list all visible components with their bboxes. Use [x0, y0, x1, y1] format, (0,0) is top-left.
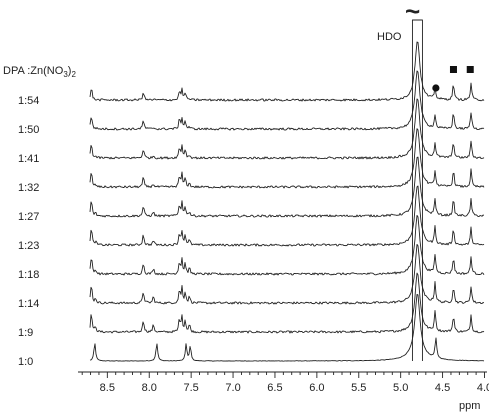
ratio-header-paren: ): [68, 65, 72, 77]
ratio-header-sub2: 2: [71, 70, 76, 79]
sample-label: 1:23: [18, 240, 39, 252]
spectrum-trace-1-41: [89, 98, 485, 160]
x-tick-label: 8.5: [100, 382, 115, 394]
spectrum-trace-1-32: [89, 128, 485, 189]
hdo-label: HDO: [377, 31, 402, 43]
sample-label: 1:18: [18, 269, 39, 281]
sample-labels: 1:0 1:9 1:14 1:18 1:23 1:27 1:32 1:41 1:50 1:54: [18, 95, 39, 368]
spectrum-trace-1-50: [89, 70, 485, 131]
sample-label: 1:0: [18, 356, 33, 368]
ratio-header-sub3: 3: [63, 70, 68, 79]
spectrum-trace-1-14: [89, 243, 485, 305]
x-tick-label: 5.5: [351, 382, 366, 394]
sample-label: 1:27: [18, 211, 39, 223]
x-tick-label: 6.0: [309, 382, 324, 394]
spectrum-trace-1-23: [89, 185, 485, 247]
x-tick-label: 5.0: [393, 382, 408, 394]
x-tick-label: 8.0: [142, 382, 157, 394]
sample-label: 1:9: [18, 327, 33, 339]
sample-label: 1:32: [18, 182, 39, 194]
square-marker-1: [449, 66, 457, 73]
x-tick-label: 4.0: [477, 382, 489, 394]
sample-label: 1:14: [18, 298, 39, 310]
hdo-peak: [411, 19, 423, 361]
spectra-group: [89, 19, 485, 362]
circle-marker: [432, 84, 440, 92]
spectrum-trace-1-27: [89, 156, 485, 218]
sample-label: 1:41: [18, 153, 39, 165]
x-axis-title: ppm: [459, 400, 480, 412]
spectrum-trace-1-54: [89, 41, 485, 102]
ratio-header: DPA :Zn(NO3)2: [3, 65, 76, 79]
ratio-header-main: DPA :Zn(NO: [3, 65, 64, 77]
spectrum-trace-1-18: [89, 214, 485, 276]
sample-label: 1:50: [18, 124, 39, 136]
x-tick-label: 7.5: [183, 382, 198, 394]
spectrum-trace-1-0: [89, 293, 485, 362]
x-axis-ticks: 8.5 8.0 7.5 7.0 6.5 6.0 5.5 5.0 4.5 4.0: [81, 372, 489, 394]
spectrum-trace-1-9: [89, 272, 485, 334]
x-tick-label: 6.5: [267, 382, 282, 394]
sample-label: 1:54: [18, 95, 39, 107]
x-tick-label: 7.0: [225, 382, 240, 394]
axis-break-mark: ~: [405, 0, 420, 26]
square-marker-2: [466, 66, 474, 73]
x-tick-label: 4.5: [435, 382, 450, 394]
